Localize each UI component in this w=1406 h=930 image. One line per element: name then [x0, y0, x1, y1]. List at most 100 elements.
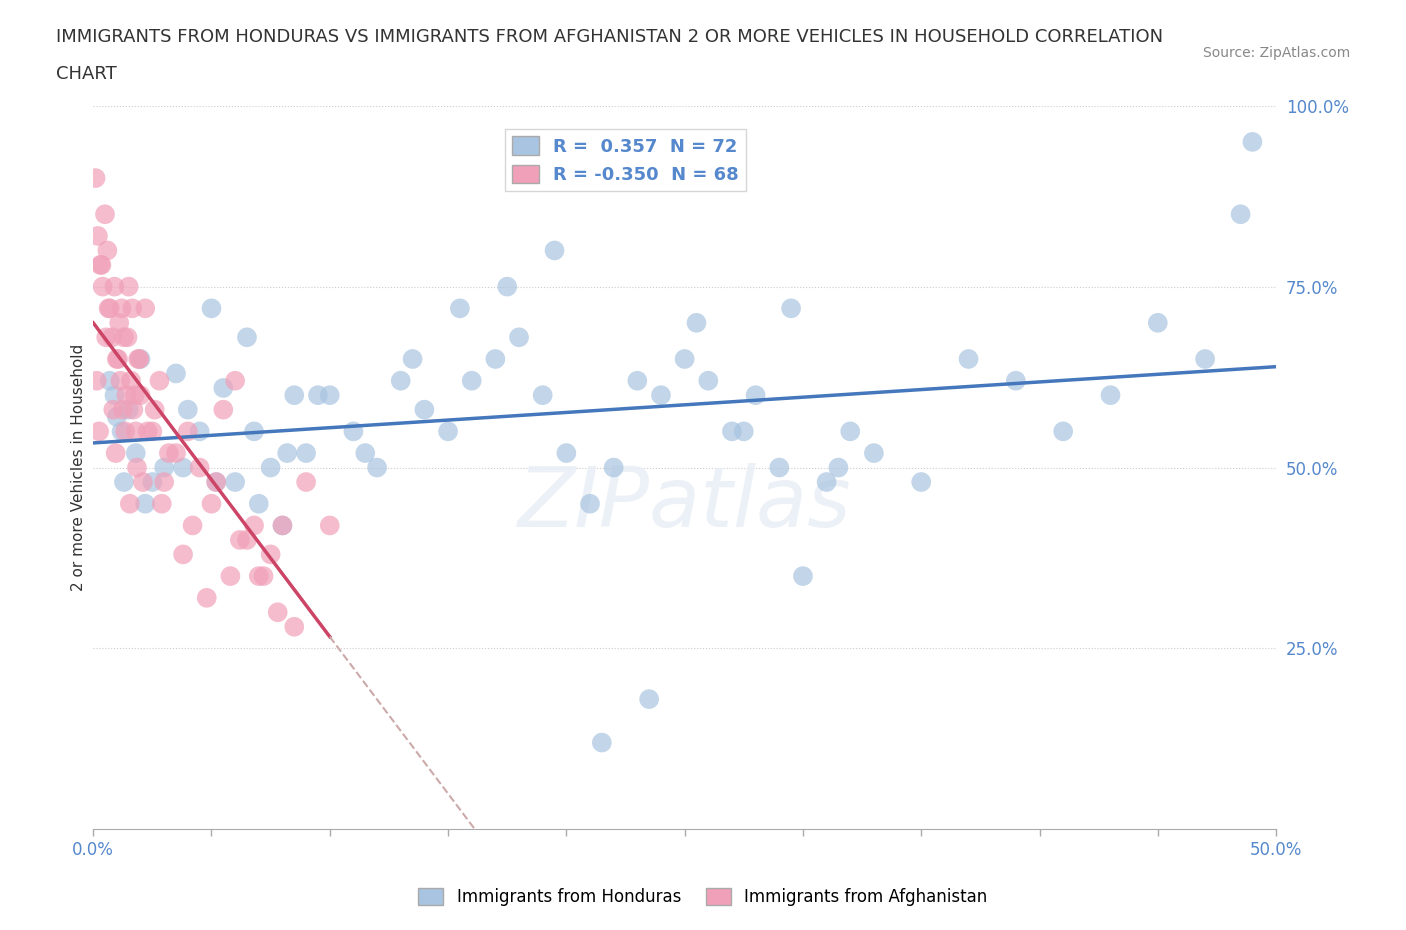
Point — [153, 460, 176, 475]
Point — [128, 352, 150, 366]
Text: Source: ZipAtlas.com: Source: ZipAtlas.com — [1202, 46, 1350, 60]
Point — [103, 388, 125, 403]
Point — [129, 388, 152, 403]
Text: IMMIGRANTS FROM HONDURAS VS IMMIGRANTS FROM AFGHANISTAN 2 OR MORE VEHICLES IN HO: IMMIGRANTS FROM HONDURAS VS IMMIGRANTS F… — [56, 28, 1163, 46]
Point — [413, 402, 436, 417]
Point — [579, 497, 602, 512]
Point — [319, 518, 342, 533]
Point — [219, 568, 242, 583]
Point — [247, 568, 270, 583]
Point — [531, 388, 554, 403]
Point — [84, 170, 107, 185]
Point — [638, 692, 661, 707]
Point — [87, 424, 110, 439]
Point — [827, 460, 849, 475]
Y-axis label: 2 or more Vehicles in Household: 2 or more Vehicles in Household — [72, 344, 86, 591]
Point — [118, 497, 141, 512]
Point — [591, 735, 613, 750]
Point — [105, 409, 128, 424]
Point — [200, 301, 222, 316]
Point — [484, 352, 506, 366]
Point — [110, 373, 132, 388]
Point — [401, 352, 423, 366]
Point — [141, 474, 163, 489]
Point — [101, 330, 124, 345]
Point — [267, 604, 290, 619]
Point — [94, 206, 117, 221]
Point — [243, 424, 266, 439]
Point — [205, 474, 228, 489]
Point — [650, 388, 672, 403]
Point — [1146, 315, 1168, 330]
Point — [252, 568, 274, 583]
Point — [792, 568, 814, 583]
Point — [543, 243, 565, 258]
Point — [1194, 352, 1216, 366]
Point — [685, 315, 707, 330]
Point — [271, 518, 294, 533]
Text: ZIPatlas: ZIPatlas — [517, 463, 852, 544]
Point — [626, 373, 648, 388]
Point — [172, 547, 194, 562]
Point — [780, 301, 803, 316]
Point — [236, 330, 259, 345]
Point — [697, 373, 720, 388]
Point — [91, 279, 114, 294]
Point — [307, 388, 329, 403]
Point — [224, 474, 246, 489]
Point — [212, 402, 235, 417]
Point — [283, 619, 305, 634]
Point — [910, 474, 932, 489]
Point — [236, 533, 259, 548]
Point — [259, 547, 281, 562]
Point — [229, 533, 252, 548]
Point — [188, 460, 211, 475]
Point — [132, 474, 155, 489]
Point — [86, 373, 108, 388]
Point — [1229, 206, 1251, 221]
Point — [863, 445, 886, 460]
Legend: R =  0.357  N = 72, R = -0.350  N = 68: R = 0.357 N = 72, R = -0.350 N = 68 — [505, 129, 747, 192]
Point — [342, 424, 364, 439]
Point — [496, 279, 519, 294]
Point — [103, 279, 125, 294]
Point — [89, 258, 111, 272]
Point — [97, 301, 120, 316]
Point — [117, 330, 139, 345]
Point — [177, 424, 200, 439]
Point — [96, 330, 118, 345]
Point — [195, 591, 218, 605]
Point — [153, 474, 176, 489]
Point — [129, 352, 152, 366]
Point — [319, 388, 342, 403]
Point — [721, 424, 744, 439]
Point — [508, 330, 530, 345]
Point — [90, 258, 112, 272]
Point — [127, 352, 149, 366]
Point — [212, 380, 235, 395]
Point — [744, 388, 766, 403]
Point — [111, 402, 134, 417]
Point — [177, 402, 200, 417]
Point — [283, 388, 305, 403]
Point — [143, 402, 166, 417]
Point — [389, 373, 412, 388]
Point — [437, 424, 460, 439]
Legend: Immigrants from Honduras, Immigrants from Afghanistan: Immigrants from Honduras, Immigrants fro… — [412, 881, 994, 912]
Point — [768, 460, 790, 475]
Point — [602, 460, 624, 475]
Point — [247, 497, 270, 512]
Point — [295, 474, 318, 489]
Point — [125, 424, 148, 439]
Text: CHART: CHART — [56, 65, 117, 83]
Point — [1005, 373, 1028, 388]
Point — [205, 474, 228, 489]
Point — [87, 229, 110, 244]
Point — [122, 402, 145, 417]
Point — [120, 373, 142, 388]
Point — [115, 388, 138, 403]
Point — [555, 445, 578, 460]
Point — [125, 445, 148, 460]
Point — [108, 315, 131, 330]
Point — [96, 243, 118, 258]
